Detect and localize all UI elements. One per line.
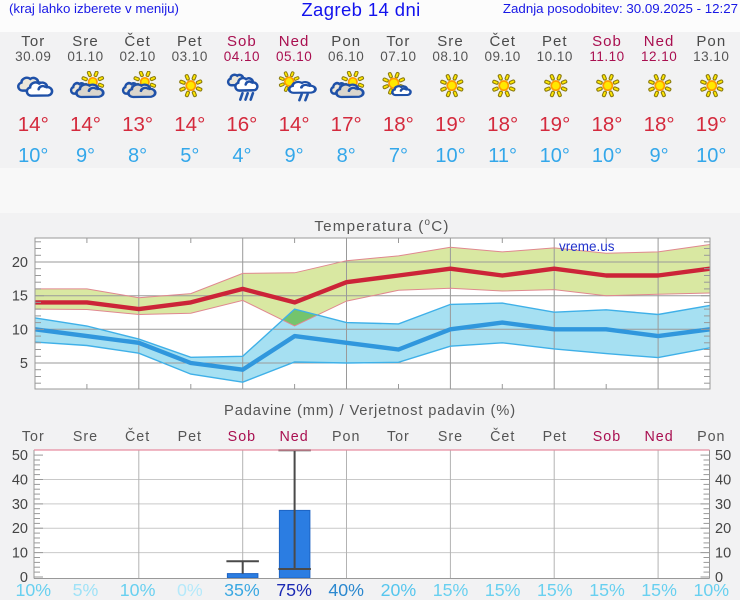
svg-text:20: 20 [12, 521, 28, 537]
svg-text:10: 10 [715, 546, 731, 562]
svg-text:30: 30 [12, 497, 28, 513]
svg-text:30: 30 [715, 497, 731, 513]
svg-text:50: 50 [715, 448, 731, 464]
svg-text:5: 5 [20, 356, 28, 372]
svg-text:40: 40 [715, 473, 731, 489]
svg-text:0: 0 [715, 570, 723, 586]
svg-text:vreme.us: vreme.us [559, 239, 615, 254]
svg-text:10: 10 [12, 546, 28, 562]
svg-text:10: 10 [12, 322, 28, 338]
svg-text:20: 20 [715, 521, 731, 537]
svg-text:50: 50 [12, 448, 28, 464]
svg-text:20: 20 [12, 255, 28, 271]
svg-text:0: 0 [20, 570, 28, 586]
svg-text:40: 40 [12, 473, 28, 489]
svg-text:15: 15 [12, 289, 28, 305]
